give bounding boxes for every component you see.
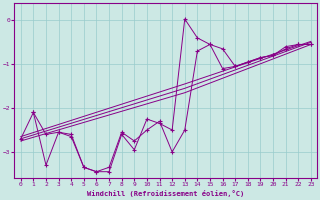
X-axis label: Windchill (Refroidissement éolien,°C): Windchill (Refroidissement éolien,°C) xyxy=(87,190,244,197)
